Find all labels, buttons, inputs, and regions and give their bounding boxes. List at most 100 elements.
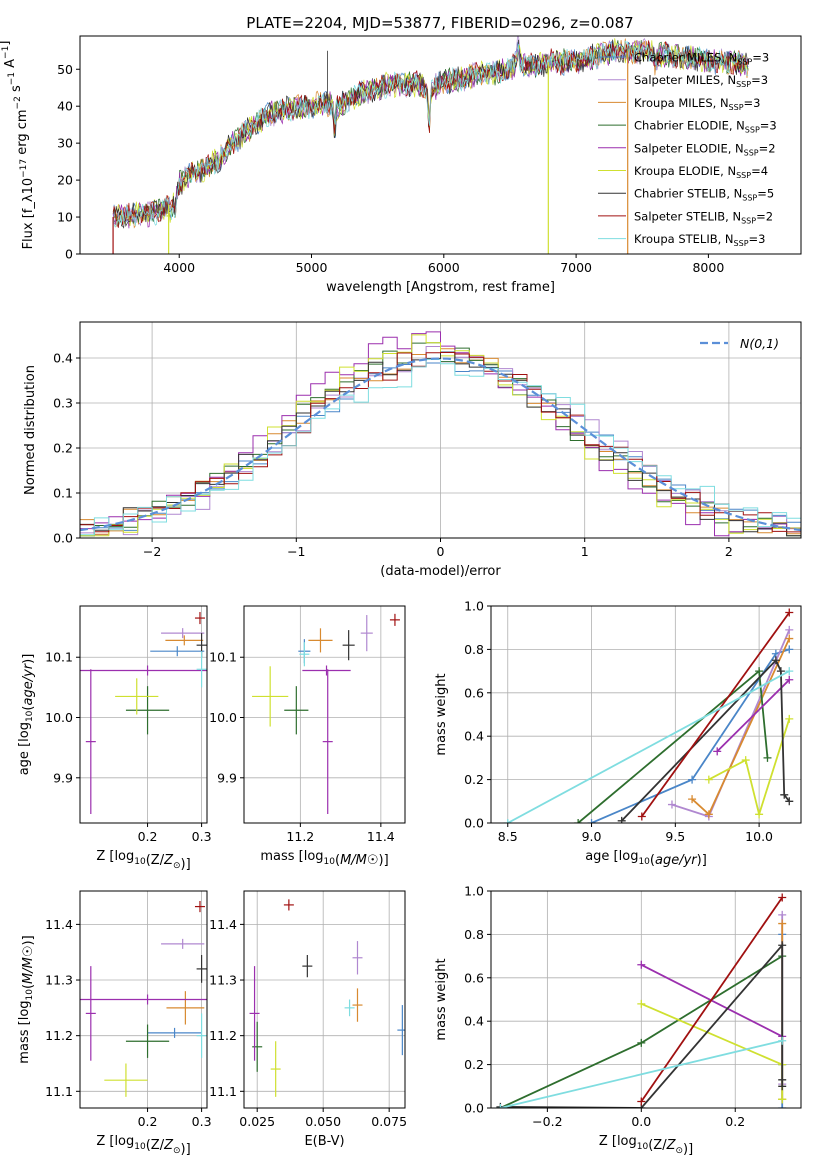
y-tick-label: 0.6: [464, 970, 484, 985]
weight-marker: [778, 910, 787, 919]
x-tick-label: 5000: [296, 260, 328, 275]
x-axis-label: wavelength [Angstrom, rest frame]: [326, 280, 555, 295]
legend-count: =2: [759, 141, 776, 155]
label-part: M/M: [21, 957, 36, 984]
y-tick-label: 50: [57, 62, 73, 77]
label-part: M/M: [340, 853, 367, 868]
weight-marker: [778, 893, 787, 902]
x-tick-label: 0.0: [631, 1114, 651, 1129]
legend-model: Chabrier MILES, N: [634, 51, 737, 65]
legend-label: Salpeter MILES, NSSP=3: [634, 73, 768, 89]
x-tick-label: 2: [725, 544, 733, 559]
legend-model: Salpeter MILES, N: [634, 73, 736, 87]
residuals-panel: −2 −1 0 1 2 0.0 0.1 0.2 0.3 0.4 (data-model)/error…: [23, 321, 802, 579]
legend-sub: SSP: [729, 103, 744, 112]
legend-label: Kroupa MILES, NSSP=3: [634, 96, 760, 112]
label-part: Z [: [96, 1134, 114, 1149]
x-axis-label: (data-model)/error: [380, 564, 501, 579]
weight-marker: [503, 819, 512, 823]
label-part: age/yr: [655, 853, 698, 868]
legend-label: Chabrier MILES, NSSP=3: [634, 51, 769, 67]
plot-area: [80, 901, 207, 1097]
legend-model: Kroupa ELODIE, N: [634, 164, 736, 178]
y-tick-label: 11.1: [45, 1084, 73, 1099]
weight-marker: [741, 756, 750, 765]
axes-frame: [79, 35, 802, 255]
weight-marker: [785, 608, 794, 617]
weight-marker: [637, 999, 646, 1008]
label-part: )]: [683, 1142, 693, 1157]
x-tick-label: 4000: [163, 260, 195, 275]
legend-label: Chabrier STELIB, NSSP=5: [634, 187, 774, 203]
weight-marker: [688, 795, 697, 804]
label-part: (data-model)/error: [380, 564, 501, 579]
plot-area: [80, 331, 801, 537]
spectrum-panel: 4000 5000 6000 7000 8000 0 10 20 30 40 50 wavelengt…: [0, 35, 802, 295]
x-tick-label: 10.0: [745, 829, 773, 844]
axes-frame: [490, 605, 802, 824]
y-tick-label: 0.0: [53, 531, 73, 546]
y-tick-label: 9.9: [217, 770, 237, 785]
x-tick-label: 0.075: [371, 1114, 407, 1129]
label-part: 10: [134, 1142, 146, 1152]
y-tick-label: 0.2: [464, 1057, 484, 1072]
label-part: age [: [585, 849, 618, 864]
weight-marker: [778, 1036, 787, 1045]
label-part: (Z/: [146, 853, 165, 868]
x-tick-label: 0.2: [138, 1114, 158, 1129]
y-tick-label: 11.4: [209, 917, 237, 932]
label-part: 10: [134, 857, 146, 867]
y-tick-label: 1.0: [464, 884, 484, 899]
label-part: mass [: [260, 849, 303, 864]
y-tick-label: 40: [57, 99, 73, 114]
plot-area: [80, 612, 207, 814]
x-tick-label: −0.2: [532, 1114, 562, 1129]
legend-label: Kroupa ELODIE, NSSP=4: [634, 164, 768, 180]
legend-sub: SSP: [745, 126, 760, 135]
x-tick-label: 0.025: [239, 1114, 275, 1129]
weight-marker: [778, 941, 787, 950]
legend-sub: SSP: [734, 239, 749, 248]
axes-frame: [79, 890, 208, 1109]
label-part: mass [: [17, 1020, 32, 1063]
label-part: (: [335, 853, 340, 868]
weight-line: [640, 1002, 784, 1100]
label-part: 10: [638, 857, 650, 867]
label-part: Flux [f_λ10: [21, 178, 36, 250]
label-part: 10: [25, 989, 35, 1001]
x-tick-label: 0: [437, 544, 445, 559]
weight-marker: [778, 919, 787, 928]
legend-label: N(0,1): [740, 336, 779, 351]
x-tick-label: 9.5: [665, 829, 685, 844]
weight-marker: [704, 810, 713, 819]
label-part: Normed distribution: [23, 365, 38, 495]
x-axis-label: Z [log10(Z/Z⊙)]: [96, 1134, 190, 1157]
label-part: log: [17, 722, 32, 742]
weight-marker: [637, 1097, 646, 1106]
legend-sub: SSP: [744, 148, 759, 157]
x-tick-label: 1: [581, 544, 589, 559]
legend-model: Chabrier STELIB, N: [634, 187, 742, 201]
weight-marker: [785, 675, 794, 684]
histogram-step: [80, 351, 801, 537]
x-tick-label: 8.5: [498, 829, 518, 844]
legend-count: =3: [751, 73, 768, 87]
weight-marker: [771, 656, 780, 665]
y-axis-label: mass weight: [434, 958, 449, 1040]
label-part: log: [114, 1134, 134, 1149]
legend-model: Chabrier ELODIE, N: [634, 119, 745, 133]
y-tick-label: 0.4: [53, 351, 73, 366]
legend-model: Kroupa STELIB, N: [634, 232, 734, 246]
weight-marker: [780, 790, 789, 799]
legend-sub: SSP: [742, 194, 757, 203]
normal-curve: [80, 357, 801, 532]
weight-marker: [785, 634, 794, 643]
label-part: erg cm: [15, 109, 30, 158]
axes-frame: [243, 605, 406, 824]
plot-area: [249, 899, 405, 1097]
label-part: ]: [0, 41, 12, 46]
y-tick-label: 0.8: [464, 927, 484, 942]
label-part: )]: [21, 654, 36, 664]
y-tick-label: 0.8: [464, 642, 484, 657]
x-axis-label: E(B-V): [304, 1134, 344, 1149]
